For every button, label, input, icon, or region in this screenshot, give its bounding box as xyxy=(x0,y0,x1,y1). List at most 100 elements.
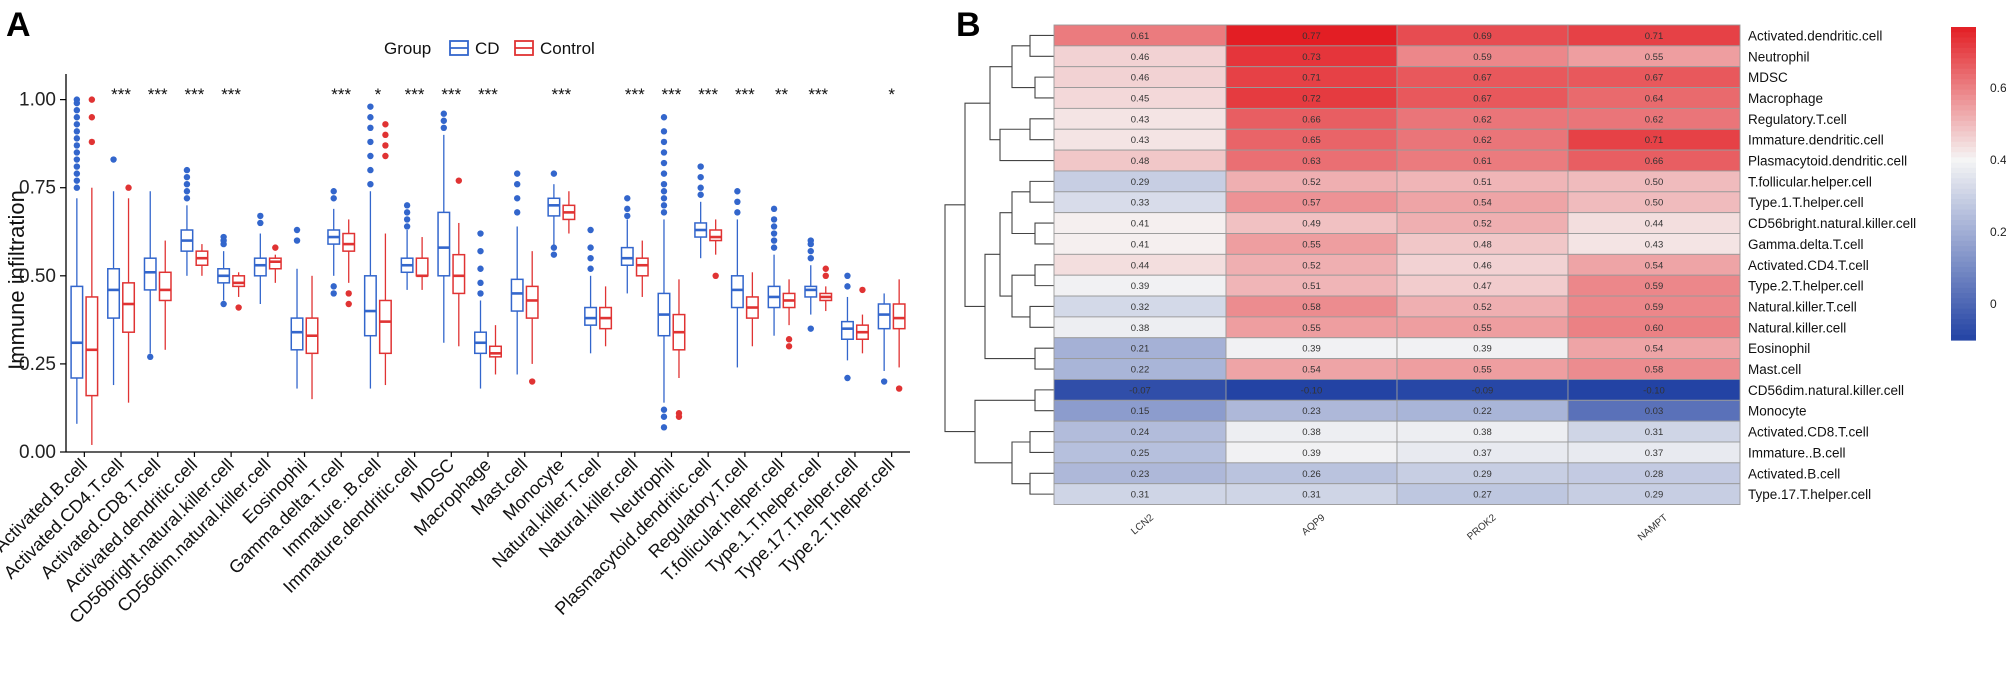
outlier-point-cd xyxy=(367,114,374,121)
outlier-point-cd xyxy=(734,209,741,216)
row-label: Type.2.T.helper.cell xyxy=(1748,279,1864,294)
box-control xyxy=(525,285,539,319)
outlier-point-cd xyxy=(844,374,851,382)
panel-b-label: B xyxy=(956,6,981,44)
dendrogram-branch xyxy=(974,399,1035,464)
outlier-point-cd xyxy=(697,163,704,170)
box-cd xyxy=(363,275,377,337)
outlier-point-cd xyxy=(330,283,337,290)
cell-value: 0.24 xyxy=(1131,427,1150,438)
outlier-point-cd xyxy=(624,212,631,220)
cell-value: 0.29 xyxy=(1645,490,1664,501)
colorbar-band xyxy=(1951,32,1976,39)
colorbar-band xyxy=(1951,319,1976,325)
cell-value: 0.43 xyxy=(1131,135,1150,146)
cell-value: 0.67 xyxy=(1473,73,1492,84)
outlier-point-cd xyxy=(807,325,814,332)
colorbar-band xyxy=(1951,225,1976,232)
colorbar-band xyxy=(1951,68,1976,75)
dendrogram-branch xyxy=(1034,76,1054,99)
row-label: Eosinophil xyxy=(1748,341,1810,356)
colorbar-band xyxy=(1951,334,1976,341)
cell-value: 0.44 xyxy=(1645,219,1664,230)
cell-value: 0.41 xyxy=(1131,219,1150,230)
cell-value: -0.07 xyxy=(1129,385,1151,396)
cell-value: 0.38 xyxy=(1131,323,1150,334)
colorbar-band xyxy=(1951,120,1976,127)
colorbar-band xyxy=(1951,89,1976,96)
outlier-point-cd xyxy=(660,114,668,121)
outlier-point-cd xyxy=(367,166,374,174)
outlier-point-cd xyxy=(330,195,337,202)
row-label: Gamma.delta.T.cell xyxy=(1748,237,1864,252)
cell-value: 0.66 xyxy=(1302,114,1321,125)
cell-value: 0.43 xyxy=(1131,114,1150,125)
outlier-point-cd xyxy=(477,290,484,297)
cell-value: 0.54 xyxy=(1645,260,1664,271)
significance-mark: *** xyxy=(478,85,498,104)
dendrogram-branch xyxy=(1011,45,1035,89)
colorbar-band xyxy=(1951,303,1976,310)
row-label: Plasmacytoid.dendritic.cell xyxy=(1748,154,1907,169)
box-control xyxy=(452,253,466,295)
outlier-point-cd xyxy=(770,205,778,213)
outlier-point-cd xyxy=(367,103,374,110)
legend-label-cd: CD xyxy=(475,39,500,58)
dendrogram-branch xyxy=(1034,222,1054,245)
cell-value: 0.29 xyxy=(1131,177,1150,188)
outlier-point-cd xyxy=(697,191,704,198)
cell-value: 0.55 xyxy=(1302,323,1321,334)
outlier-point-cd xyxy=(477,230,484,237)
colorbar-band xyxy=(1951,79,1976,85)
legend-label-control: Control xyxy=(540,39,595,58)
outlier-point-cd xyxy=(73,114,81,121)
outlier-point-cd xyxy=(183,195,191,202)
outlier-point-cd xyxy=(770,230,778,237)
outlier-point-cd xyxy=(587,254,594,262)
colorbar-band xyxy=(1951,136,1976,143)
outlier-point-cd xyxy=(660,413,668,420)
colorbar-band xyxy=(1951,73,1976,80)
row-label: Monocyte xyxy=(1748,404,1807,419)
dendrogram-branch xyxy=(999,128,1054,162)
row-label: Natural.killer.T.cell xyxy=(1748,299,1857,314)
outlier-point-cd xyxy=(770,237,778,244)
cell-value: 0.32 xyxy=(1131,302,1150,313)
colorbar-band xyxy=(1951,220,1976,226)
colorbar-band xyxy=(1951,230,1976,237)
outlier-point-cd xyxy=(183,188,191,195)
box-control xyxy=(158,271,172,302)
outlier-point-cd xyxy=(293,226,301,234)
colorbar-band xyxy=(1951,240,1976,247)
outlier-point-cd xyxy=(513,180,521,188)
outlier-point-cd xyxy=(403,209,411,216)
colorbar-band xyxy=(1951,42,1976,49)
outlier-point-cd xyxy=(697,173,704,181)
outlier-point-control xyxy=(455,177,463,184)
heatmap-cells: 0.61 0.77 0.69 0.71 0.46 0.73 0.59 0.55 0.46 0.71… xyxy=(1053,24,1741,506)
colorbar-band xyxy=(1951,272,1976,278)
outlier-point-cd xyxy=(734,198,741,206)
row-label: CD56bright.natural.killer.cell xyxy=(1748,216,1916,231)
cell-value: 0.57 xyxy=(1302,198,1321,209)
cell-value: 0.23 xyxy=(1131,469,1150,480)
outlier-point-cd xyxy=(550,244,558,251)
outlier-point-control xyxy=(382,131,389,139)
outlier-point-control xyxy=(822,265,829,272)
outlier-point-cd xyxy=(73,170,81,177)
box-cd xyxy=(804,285,818,298)
cell-value: 0.72 xyxy=(1302,93,1321,104)
colorbar-band xyxy=(1951,131,1976,138)
cell-value: 0.62 xyxy=(1645,114,1664,125)
row-label: CD56dim.natural.killer.cell xyxy=(1748,383,1904,398)
cell-value: 0.21 xyxy=(1131,344,1150,355)
outlier-point-cd xyxy=(660,188,668,195)
colorbar-band xyxy=(1951,235,1976,242)
cell-value: 0.44 xyxy=(1131,260,1150,271)
outlier-point-cd xyxy=(110,156,117,163)
cell-value: 0.45 xyxy=(1131,93,1150,104)
outlier-point-cd xyxy=(660,180,668,188)
column-label: PROK2 xyxy=(1465,512,1498,542)
colorbar-band xyxy=(1951,94,1976,101)
row-label: T.follicular.helper.cell xyxy=(1748,174,1872,189)
